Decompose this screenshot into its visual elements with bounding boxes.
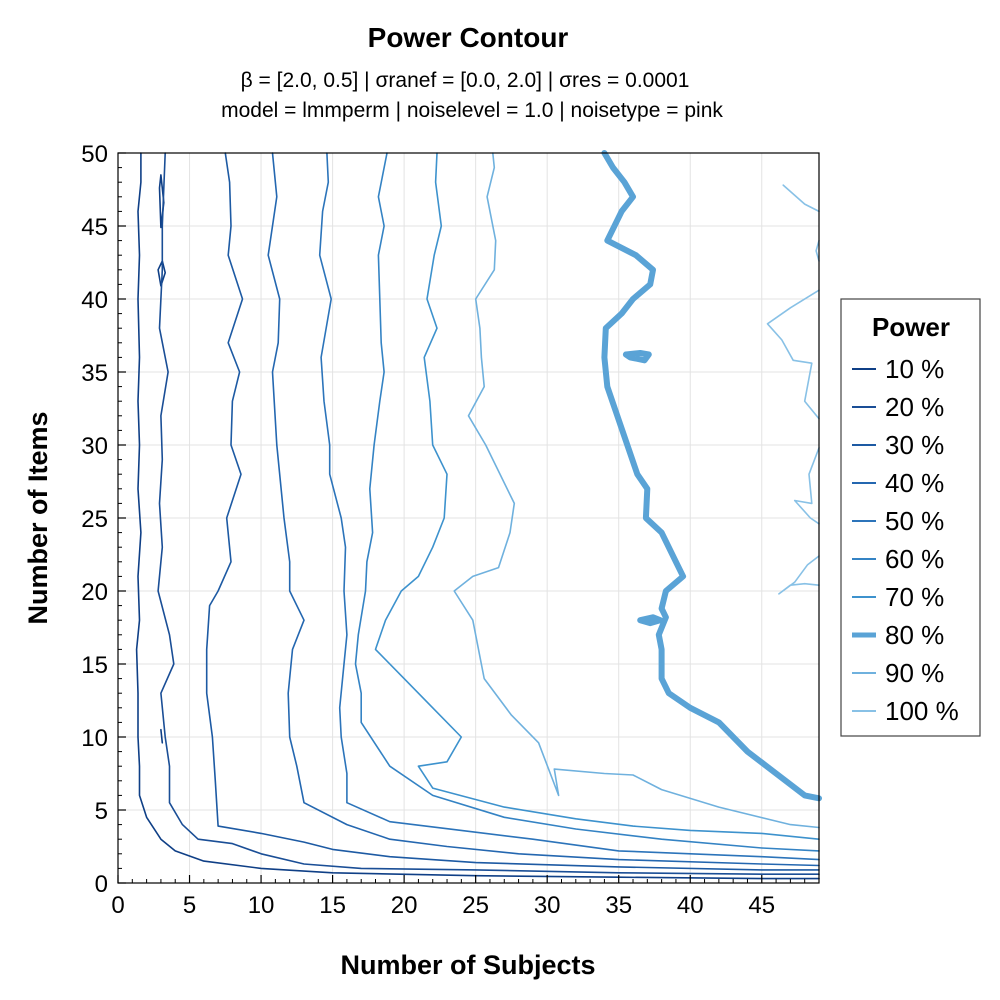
contour-line-100	[793, 447, 820, 525]
x-tick-label: 25	[462, 892, 489, 919]
legend-label-90: 90 %	[885, 658, 944, 688]
y-tick-label: 10	[81, 725, 108, 752]
contour-line-60	[354, 152, 820, 852]
legend-label-100: 100 %	[885, 696, 959, 726]
contour-line-20	[157, 152, 820, 876]
legend: Power 10 % 20 % 30 % 40 % 50 % 60 % 70 % 80 % 90…	[840, 298, 981, 737]
x-tick-label: 30	[534, 892, 561, 919]
chart-subtitle-line-1: β = [2.0, 0.5] | σranef = [0.0, 2.0] | σ…	[241, 69, 690, 92]
contour-line-100	[778, 555, 820, 595]
legend-label-30: 30 %	[885, 430, 944, 460]
y-tick-label: 40	[81, 287, 108, 314]
legend-label-70: 70 %	[885, 582, 944, 612]
legend-label-20: 20 %	[885, 392, 944, 422]
x-tick-label: 15	[319, 892, 346, 919]
legend-title: Power	[872, 312, 950, 342]
y-tick-label: 50	[81, 141, 108, 168]
contour-line-100	[782, 184, 820, 213]
x-tick-label: 0	[111, 892, 124, 919]
axis-ticks: 0 5 10 15 20 25 30 35 40 45 0 5 10 15 20 25 30 35 40 45 50	[81, 141, 820, 919]
contour-line-90	[453, 152, 820, 829]
x-tick-label: 40	[677, 892, 704, 919]
y-tick-label: 15	[81, 652, 108, 679]
contour-level-100	[766, 184, 820, 595]
contour-lines	[135, 150, 822, 880]
chart-title: Power Contour	[368, 22, 569, 53]
contour-line-80	[601, 150, 822, 802]
contour-line-70	[374, 152, 820, 841]
contour-line-50	[318, 152, 820, 861]
contour-level-70	[374, 152, 820, 841]
legend-label-80: 80 %	[885, 620, 944, 650]
x-tick-label: 20	[391, 892, 418, 919]
x-tick-label: 45	[748, 892, 775, 919]
legend-box	[840, 298, 981, 737]
contour-line-80	[622, 350, 652, 364]
contour-level-20	[157, 152, 820, 876]
y-tick-label: 0	[95, 871, 108, 898]
y-tick-label: 5	[95, 798, 108, 825]
x-axis-title: Number of Subjects	[340, 950, 595, 980]
contour-level-30	[205, 152, 820, 871]
x-tick-label: 35	[605, 892, 632, 919]
x-tick-label: 5	[183, 892, 196, 919]
contour-line-80	[637, 614, 664, 627]
y-axis-title: Number of Items	[23, 411, 53, 624]
contour-line-40	[267, 152, 820, 867]
legend-label-50: 50 %	[885, 506, 944, 536]
legend-label-40: 40 %	[885, 468, 944, 498]
contour-level-90	[453, 152, 820, 829]
legend-label-10: 10 %	[885, 354, 944, 384]
y-tick-label: 45	[81, 214, 108, 241]
grid	[117, 152, 819, 884]
contour-line-30	[205, 152, 820, 871]
contour-line-100	[766, 289, 820, 420]
legend-entries: 10 % 20 % 30 % 40 % 50 % 60 % 70 % 80 % 90 % 100 …	[852, 354, 959, 726]
contour-level-80	[601, 150, 822, 802]
contour-level-60	[354, 152, 820, 852]
y-tick-label: 35	[81, 360, 108, 387]
contour-level-10	[135, 152, 820, 880]
y-tick-label: 25	[81, 506, 108, 533]
contour-line-10	[160, 728, 164, 744]
x-tick-label: 10	[248, 892, 275, 919]
y-tick-label: 20	[81, 579, 108, 606]
contour-line-10	[157, 260, 166, 287]
y-tick-label: 30	[81, 433, 108, 460]
contour-level-50	[318, 152, 820, 861]
legend-label-60: 60 %	[885, 544, 944, 574]
contour-level-40	[267, 152, 820, 867]
contour-line-100	[815, 239, 820, 262]
contour-line-10	[135, 152, 820, 880]
chart-subtitle-line-2: model = lmmperm | noiselevel = 1.0 | noi…	[221, 99, 723, 122]
